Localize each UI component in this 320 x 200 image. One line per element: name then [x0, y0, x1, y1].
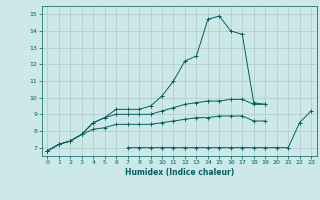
X-axis label: Humidex (Indice chaleur): Humidex (Indice chaleur) — [124, 168, 234, 177]
